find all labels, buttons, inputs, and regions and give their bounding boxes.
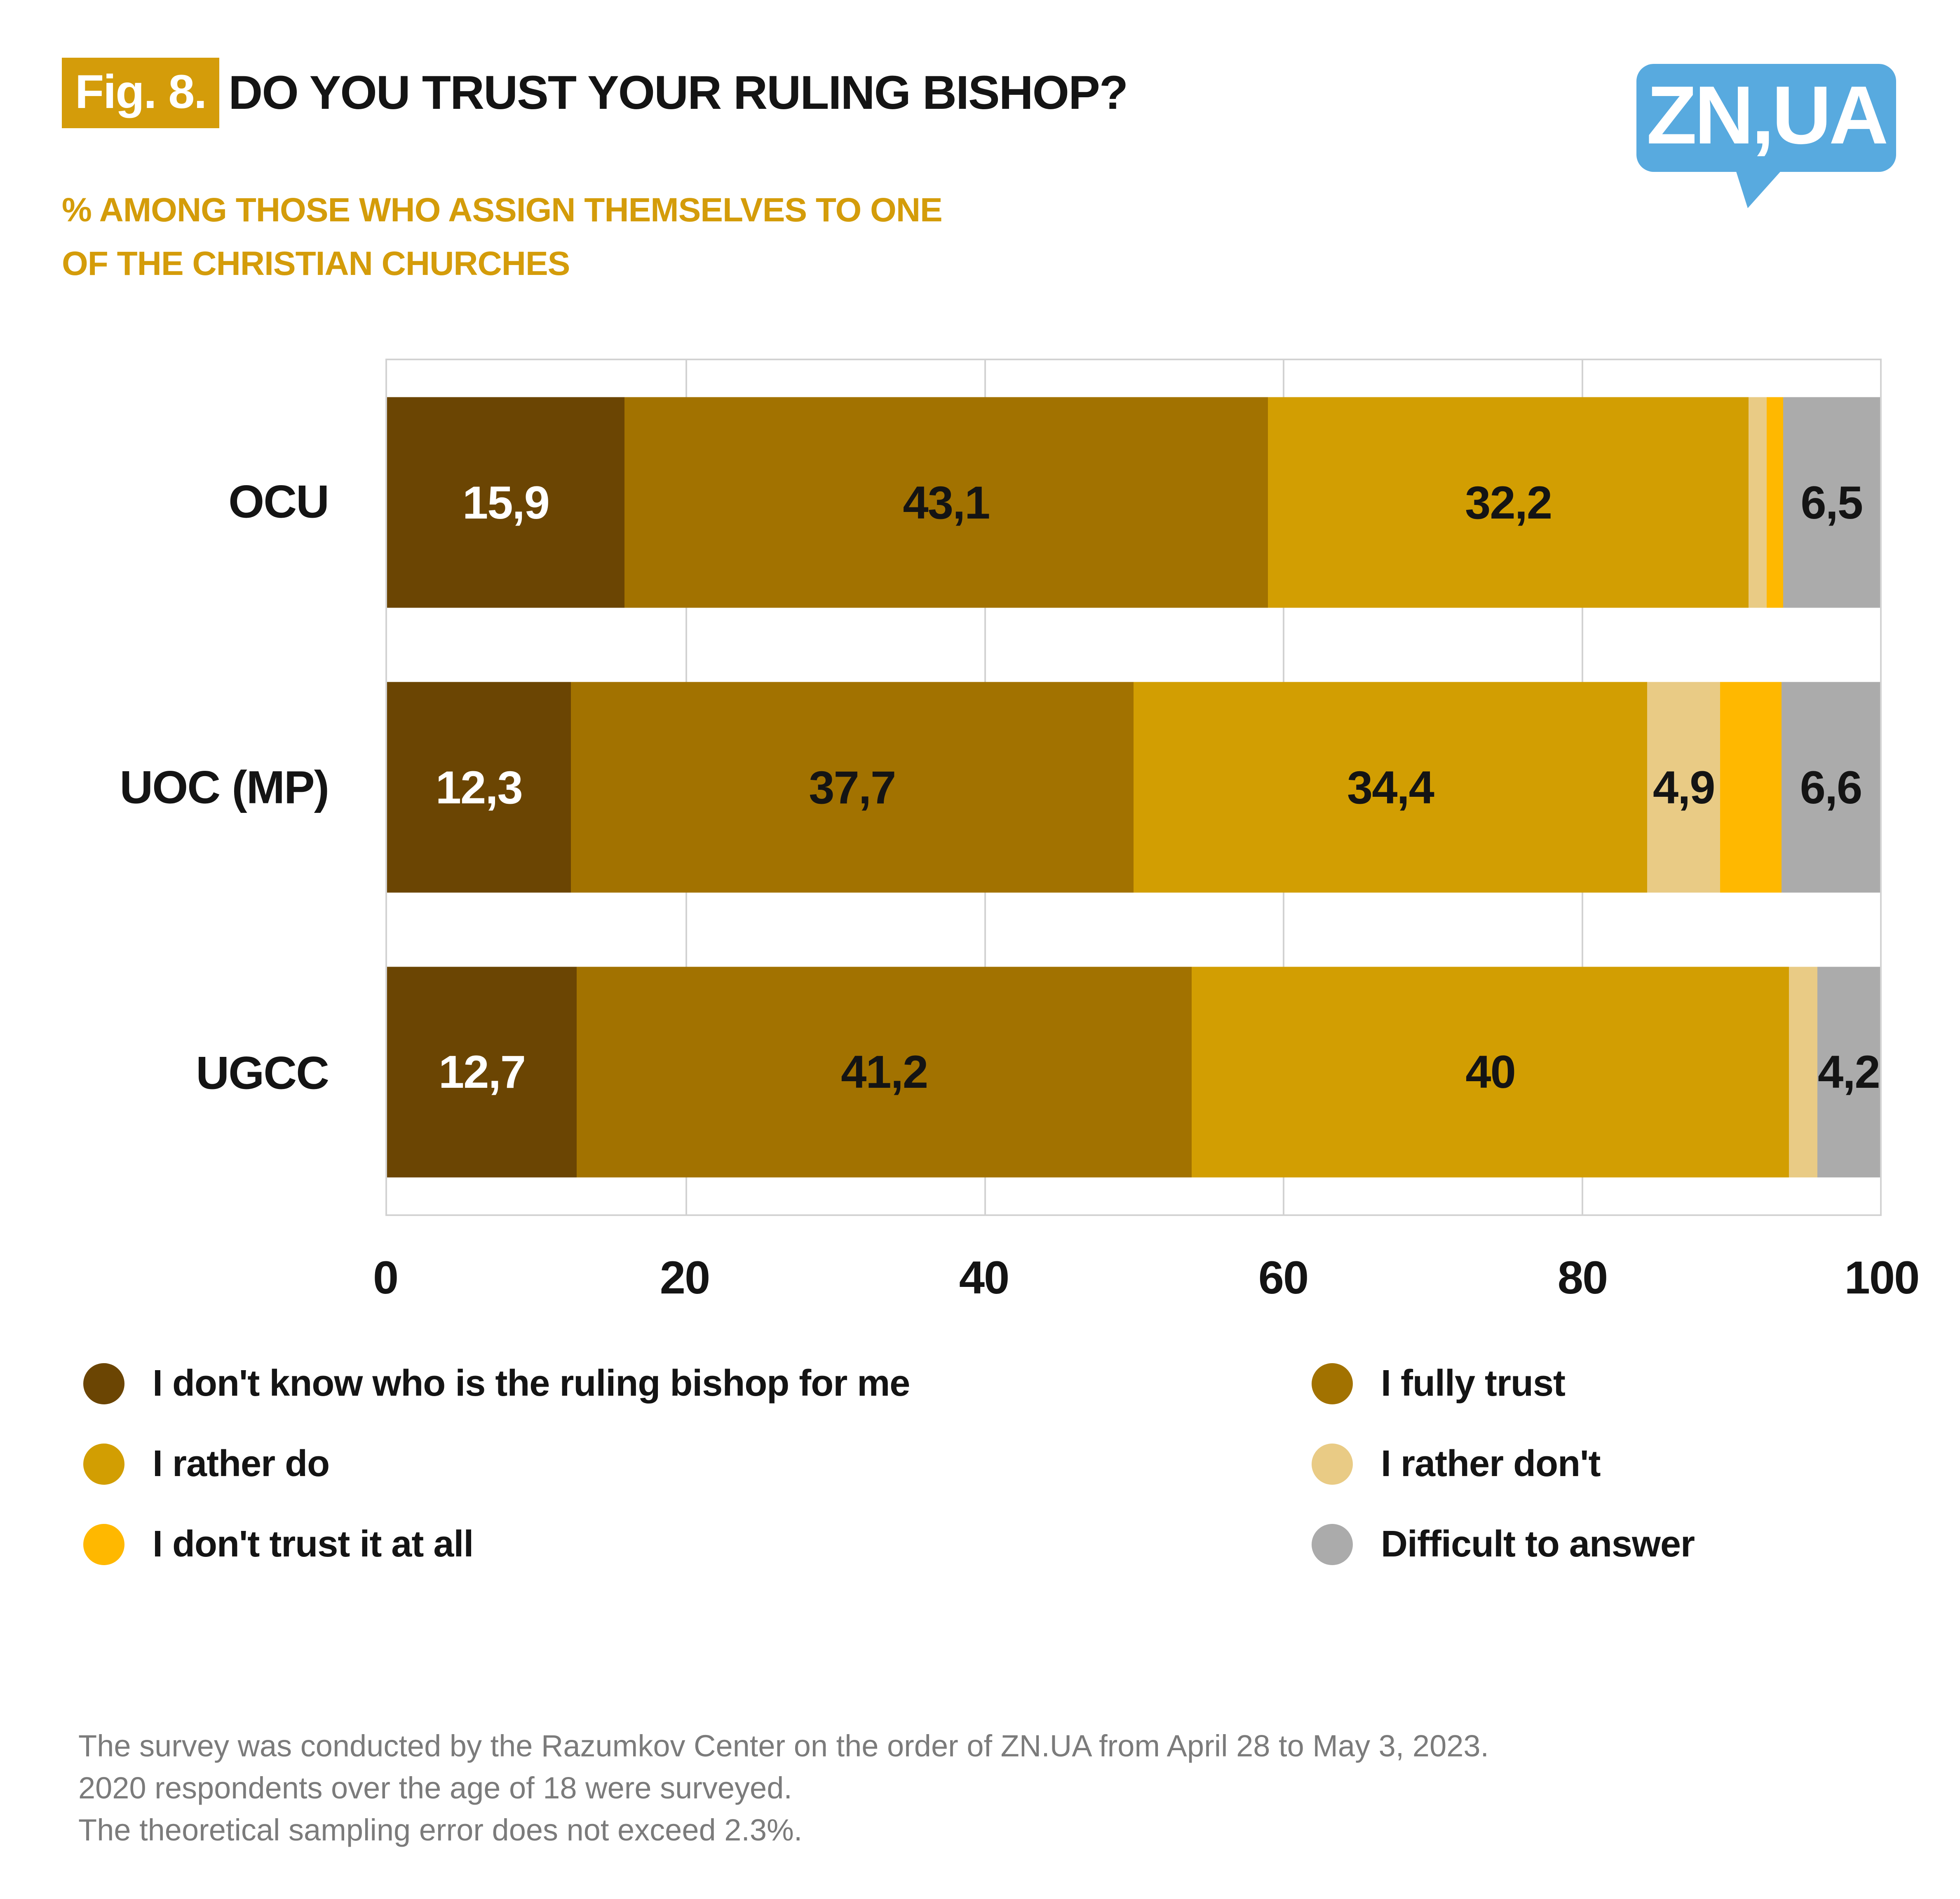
legend-label: I rather do <box>153 1443 330 1484</box>
bar-value-label: 4,9 <box>1653 761 1716 813</box>
legend-label: I don't know who is the ruling bishop fo… <box>153 1363 910 1404</box>
bar-row-uoc-mp-: 12,3 37,7 34,4 4,9 6,6 <box>387 645 1880 930</box>
bar-value-label: 15,9 <box>462 477 550 528</box>
bar-segment: 34,4 <box>1133 682 1647 893</box>
figure-number-badge: Fig. 8. <box>62 58 220 128</box>
bar-row-ugcc: 12,7 41,2 40 4,2 <box>387 930 1880 1214</box>
bar-segment: 4,2 <box>1817 967 1880 1178</box>
bar-segment <box>1766 397 1783 608</box>
legend-item: I don't trust it at all <box>83 1523 1312 1566</box>
legend-label: I rather don't <box>1381 1443 1601 1484</box>
bar-value-label: 34,4 <box>1347 761 1434 813</box>
bar-value-label: 37,7 <box>809 761 896 813</box>
bar-segment: 6,5 <box>1783 397 1880 608</box>
chart-subtitle: % AMONG THOSE WHO ASSIGN THEMSELVES TO O… <box>62 183 943 290</box>
bar-value-label: 32,2 <box>1465 477 1552 528</box>
bar-value-label: 4,2 <box>1818 1046 1880 1098</box>
x-tick-0: 0 <box>373 1252 399 1303</box>
page-title: DO YOU TRUST YOUR RULING BISHOP? <box>228 66 1128 119</box>
speech-bubble-tail-icon <box>1735 169 1783 208</box>
bar-segment: 37,7 <box>570 682 1134 893</box>
bar-segment: 12,3 <box>387 682 571 893</box>
category-axis: OCU UOC (MP) UGCC <box>0 359 357 1216</box>
bar-segment: 41,2 <box>576 967 1192 1178</box>
bar-segment <box>1789 967 1817 1178</box>
legend-item: I don't know who is the ruling bishop fo… <box>83 1362 1312 1405</box>
bar-value-label: 12,3 <box>435 761 523 813</box>
x-tick-60: 60 <box>1258 1252 1309 1303</box>
bar-segment: 4,9 <box>1647 682 1721 893</box>
bar-value-label: 43,1 <box>903 477 990 528</box>
bar-value-label: 6,5 <box>1800 477 1863 528</box>
x-tick-100: 100 <box>1844 1252 1920 1303</box>
footnote: The survey was conducted by the Razumkov… <box>78 1725 1489 1851</box>
legend-dot-icon <box>1312 1363 1353 1404</box>
stacked-bar: 15,9 43,1 32,2 6,5 <box>387 397 1880 608</box>
legend-label: I fully trust <box>1381 1363 1566 1404</box>
bar-value-label: 40 <box>1465 1046 1516 1098</box>
legend-item: Difficult to answer <box>1312 1523 1897 1566</box>
footnote-line: 2020 respondents over the age of 18 were… <box>78 1771 792 1805</box>
legend-dot-icon <box>83 1363 124 1404</box>
category-label-ocu: OCU <box>228 476 329 528</box>
chart-subtitle-line2: OF THE CHRISTIAN CHURCHES <box>62 244 570 282</box>
bar-value-label: 41,2 <box>841 1046 928 1098</box>
x-tick-80: 80 <box>1557 1252 1608 1303</box>
x-axis: 0 20 40 60 80 100 <box>0 1251 1960 1309</box>
bar-segment <box>1749 397 1767 608</box>
bar-segment: 43,1 <box>624 397 1268 608</box>
bar-segment: 40 <box>1192 967 1789 1178</box>
legend-dot-icon <box>1312 1523 1353 1565</box>
bar-value-label: 12,7 <box>438 1046 526 1098</box>
legend-label: Difficult to answer <box>1381 1523 1695 1565</box>
legend-item: I rather don't <box>1312 1443 1897 1485</box>
bar-segment: 32,2 <box>1268 397 1749 608</box>
bar-segment: 15,9 <box>387 397 624 608</box>
footnote-line: The theoretical sampling error does not … <box>78 1813 803 1847</box>
znua-logo-text: ZN,UA <box>1646 69 1888 161</box>
title-row: Fig. 8. DO YOU TRUST YOUR RULING BISHOP? <box>62 58 1128 128</box>
znua-logo: ZN,UA <box>1636 64 1896 208</box>
bar-row-ocu: 15,9 43,1 32,2 6,5 <box>387 360 1880 645</box>
x-tick-20: 20 <box>660 1252 711 1303</box>
chart-subtitle-line1: % AMONG THOSE WHO ASSIGN THEMSELVES TO O… <box>62 191 943 229</box>
legend-item: I fully trust <box>1312 1362 1897 1405</box>
plot-area: 15,9 43,1 32,2 6,5 12,3 37,7 34,4 4,9 6,6 12,7 41,… <box>385 359 1882 1216</box>
bar-segment <box>1720 682 1782 893</box>
legend: I don't know who is the ruling bishop fo… <box>83 1362 1897 1566</box>
legend-dot-icon <box>83 1523 124 1565</box>
x-tick-40: 40 <box>959 1252 1010 1303</box>
legend-dot-icon <box>83 1443 124 1485</box>
category-label-ugcc: UGCC <box>196 1047 329 1099</box>
legend-label: I don't trust it at all <box>153 1523 474 1565</box>
bar-segment: 12,7 <box>387 967 577 1178</box>
footnote-line: The survey was conducted by the Razumkov… <box>78 1729 1489 1763</box>
stacked-bar: 12,7 41,2 40 4,2 <box>387 967 1880 1178</box>
category-label-uoc-mp-: UOC (MP) <box>120 761 329 813</box>
bar-segment: 6,6 <box>1781 682 1880 893</box>
bar-value-label: 6,6 <box>1800 761 1863 813</box>
stacked-bar: 12,3 37,7 34,4 4,9 6,6 <box>387 682 1880 893</box>
legend-dot-icon <box>1312 1443 1353 1485</box>
legend-item: I rather do <box>83 1443 1312 1485</box>
